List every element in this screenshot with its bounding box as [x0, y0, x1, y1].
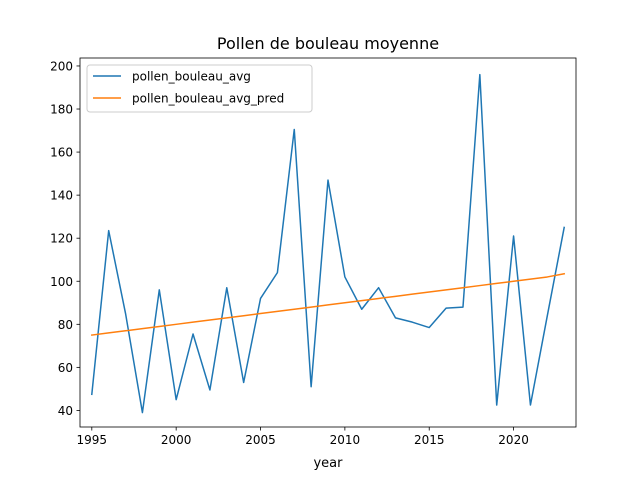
x-tick-label: 2015 — [414, 433, 445, 447]
y-tick-label: 100 — [50, 275, 73, 289]
x-tick-label: 2020 — [498, 433, 529, 447]
y-tick-label: 160 — [50, 146, 73, 160]
y-tick-label: 140 — [50, 189, 73, 203]
y-tick-label: 200 — [50, 59, 73, 73]
x-tick-label: 1995 — [77, 433, 108, 447]
series-line-1 — [90, 73, 566, 414]
series-line-2 — [90, 272, 566, 336]
legend: pollen_bouleau_avg pollen_bouleau_avg_pre… — [86, 64, 313, 113]
axes-frame — [79, 57, 577, 428]
legend-box — [86, 64, 313, 113]
y-tick-label: 60 — [58, 361, 73, 375]
legend-label-1: pollen_bouleau_avg — [132, 70, 251, 84]
y-tick-label: 180 — [50, 103, 73, 117]
y-tick-label: 40 — [58, 404, 73, 418]
y-tick-label: 80 — [58, 318, 73, 332]
x-axis-label: year — [313, 456, 343, 471]
x-tick-label: 2010 — [330, 433, 361, 447]
plot-area: 1995 2000 2005 2010 2015 2020 40 60 80 100 120 140 1… — [50, 57, 577, 447]
y-tick-label: 120 — [50, 232, 73, 246]
x-tick-label: 2000 — [161, 433, 192, 447]
legend-label-2: pollen_bouleau_avg_pred — [132, 92, 284, 106]
chart-title: Pollen de bouleau moyenne — [217, 34, 439, 53]
x-tick-label: 2005 — [245, 433, 276, 447]
